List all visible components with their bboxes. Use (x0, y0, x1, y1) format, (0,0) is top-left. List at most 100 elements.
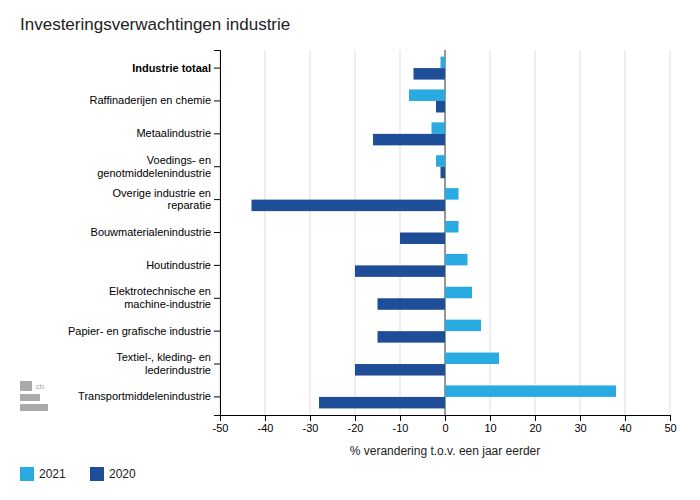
grid-line (355, 50, 356, 415)
y-tick-mark (214, 166, 220, 167)
y-axis-line (214, 51, 221, 416)
bar (373, 134, 445, 146)
y-tick-label: Bouwmaterialenindustrie (91, 226, 211, 238)
chart: Investeringsverwachtingen industrie -50 -4… (0, 0, 700, 500)
y-tick-mark (214, 265, 220, 266)
y-tick-label-line: lederindustrie (145, 364, 211, 376)
x-tick-mark (445, 415, 446, 421)
y-tick: Overige industrie enreparatie (113, 187, 220, 212)
y-tick-label-line: Transportmiddelenindustrie (78, 390, 211, 402)
y-tick-label: Voedings- engenotmiddelenindustrie (97, 154, 211, 179)
y-tick-mark (214, 396, 220, 397)
bar (355, 364, 445, 376)
y-tick-label-line: machine-industrie (124, 298, 211, 310)
bar (445, 385, 616, 397)
y-tick-label: Transportmiddelenindustrie (78, 390, 211, 402)
bar (445, 221, 459, 233)
bar (436, 155, 445, 167)
x-tick: -20 (348, 415, 364, 434)
logo: cb (20, 381, 48, 411)
y-tick-label-line: Industrie totaal (132, 62, 211, 74)
y-tick: Industrie totaal (132, 62, 220, 74)
x-tick-label: -40 (258, 422, 274, 434)
y-tick-label: Houtindustrie (146, 259, 211, 271)
y-tick-label-line: Metaalindustrie (136, 127, 211, 139)
bar (355, 265, 445, 277)
y-tick-label-line: Voedings- en (147, 154, 211, 166)
legend-label: 2021 (39, 467, 66, 481)
y-tick-mark (214, 364, 220, 365)
x-axis: -50-40-30-20-1001020304050 (213, 415, 677, 434)
y-tick-label: Overige industrie enreparatie (113, 187, 211, 212)
legend-item: 2021 (20, 467, 66, 481)
x-tick: 30 (574, 415, 586, 434)
x-tick-mark (310, 415, 311, 421)
y-axis: Transportmiddelenindustrie Textiel-, kled… (68, 51, 221, 416)
legend-swatch (90, 467, 104, 481)
bar (445, 254, 468, 266)
y-tick: Voedings- engenotmiddelenindustrie (97, 154, 220, 179)
y-tick-mark (214, 100, 220, 101)
y-tick-label-line: Textiel-, kleding- en (116, 351, 211, 363)
x-tick-mark (535, 415, 536, 421)
grid-line (670, 50, 671, 415)
bar-series (409, 57, 616, 397)
bar (445, 353, 499, 365)
y-tick: Elektrotechnische enmachine-industrie (109, 285, 220, 310)
y-tick-label: Metaalindustrie (136, 127, 211, 139)
y-tick-label: Papier- en grafische industrie (68, 325, 211, 337)
x-tick-mark (625, 415, 626, 421)
y-tick-label-line: reparatie (168, 199, 211, 211)
y-tick-label-line: Papier- en grafische industrie (68, 325, 211, 337)
title: Investeringsverwachtingen industrie (20, 15, 290, 34)
bar (445, 287, 472, 299)
bar (252, 200, 446, 212)
grid-line (580, 50, 581, 415)
y-tick-label-line: Raffinaderijen en chemie (90, 94, 211, 106)
x-tick-mark (490, 415, 491, 421)
x-tick-label: 50 (664, 422, 676, 434)
y-tick-label: Raffinaderijen en chemie (90, 94, 211, 106)
x-tick-label: -30 (303, 422, 319, 434)
grid (220, 50, 670, 415)
logo-part (20, 381, 32, 391)
x-tick: 40 (619, 415, 631, 434)
y-tick-label: Elektrotechnische enmachine-industrie (109, 285, 211, 310)
x-tick-mark (670, 415, 671, 421)
logo-part (20, 404, 48, 411)
bar (441, 57, 446, 69)
bar (319, 397, 445, 409)
x-tick-mark (265, 415, 266, 421)
y-tick-label-line: Overige industrie en (113, 187, 211, 199)
logo-part (20, 394, 40, 401)
grid-line (535, 50, 536, 415)
x-tick-label: -50 (213, 422, 229, 434)
x-tick: 10 (484, 415, 496, 434)
x-tick: -50 (213, 415, 229, 434)
x-tick: 50 (664, 415, 676, 434)
bar-series (252, 68, 446, 408)
x-axis-title: % verandering t.o.v. een jaar eerder (350, 444, 541, 458)
grid-line (625, 50, 626, 415)
bar (378, 298, 446, 310)
y-tick: Metaalindustrie (136, 127, 220, 139)
legend-item: 2020 (90, 467, 136, 481)
y-tick-mark (214, 298, 220, 299)
x-tick: -10 (393, 415, 409, 434)
x-tick: -30 (303, 415, 319, 434)
y-tick-label-line: genotmiddelenindustrie (97, 167, 211, 179)
bars (252, 57, 617, 409)
y-tick-label: Industrie totaal (132, 62, 211, 74)
bar (441, 167, 446, 179)
legend-swatch (20, 467, 34, 481)
y-tick-label-line: Houtindustrie (146, 259, 211, 271)
y-tick: Bouwmaterialenindustrie (91, 226, 220, 238)
x-tick-label: 0 (442, 422, 448, 434)
y-tick: Houtindustrie (146, 259, 220, 271)
bar (400, 233, 445, 245)
bar (436, 101, 445, 113)
x-tick-mark (355, 415, 356, 421)
y-tick-mark (214, 232, 220, 233)
bar (409, 89, 445, 101)
grid-line (310, 50, 311, 415)
